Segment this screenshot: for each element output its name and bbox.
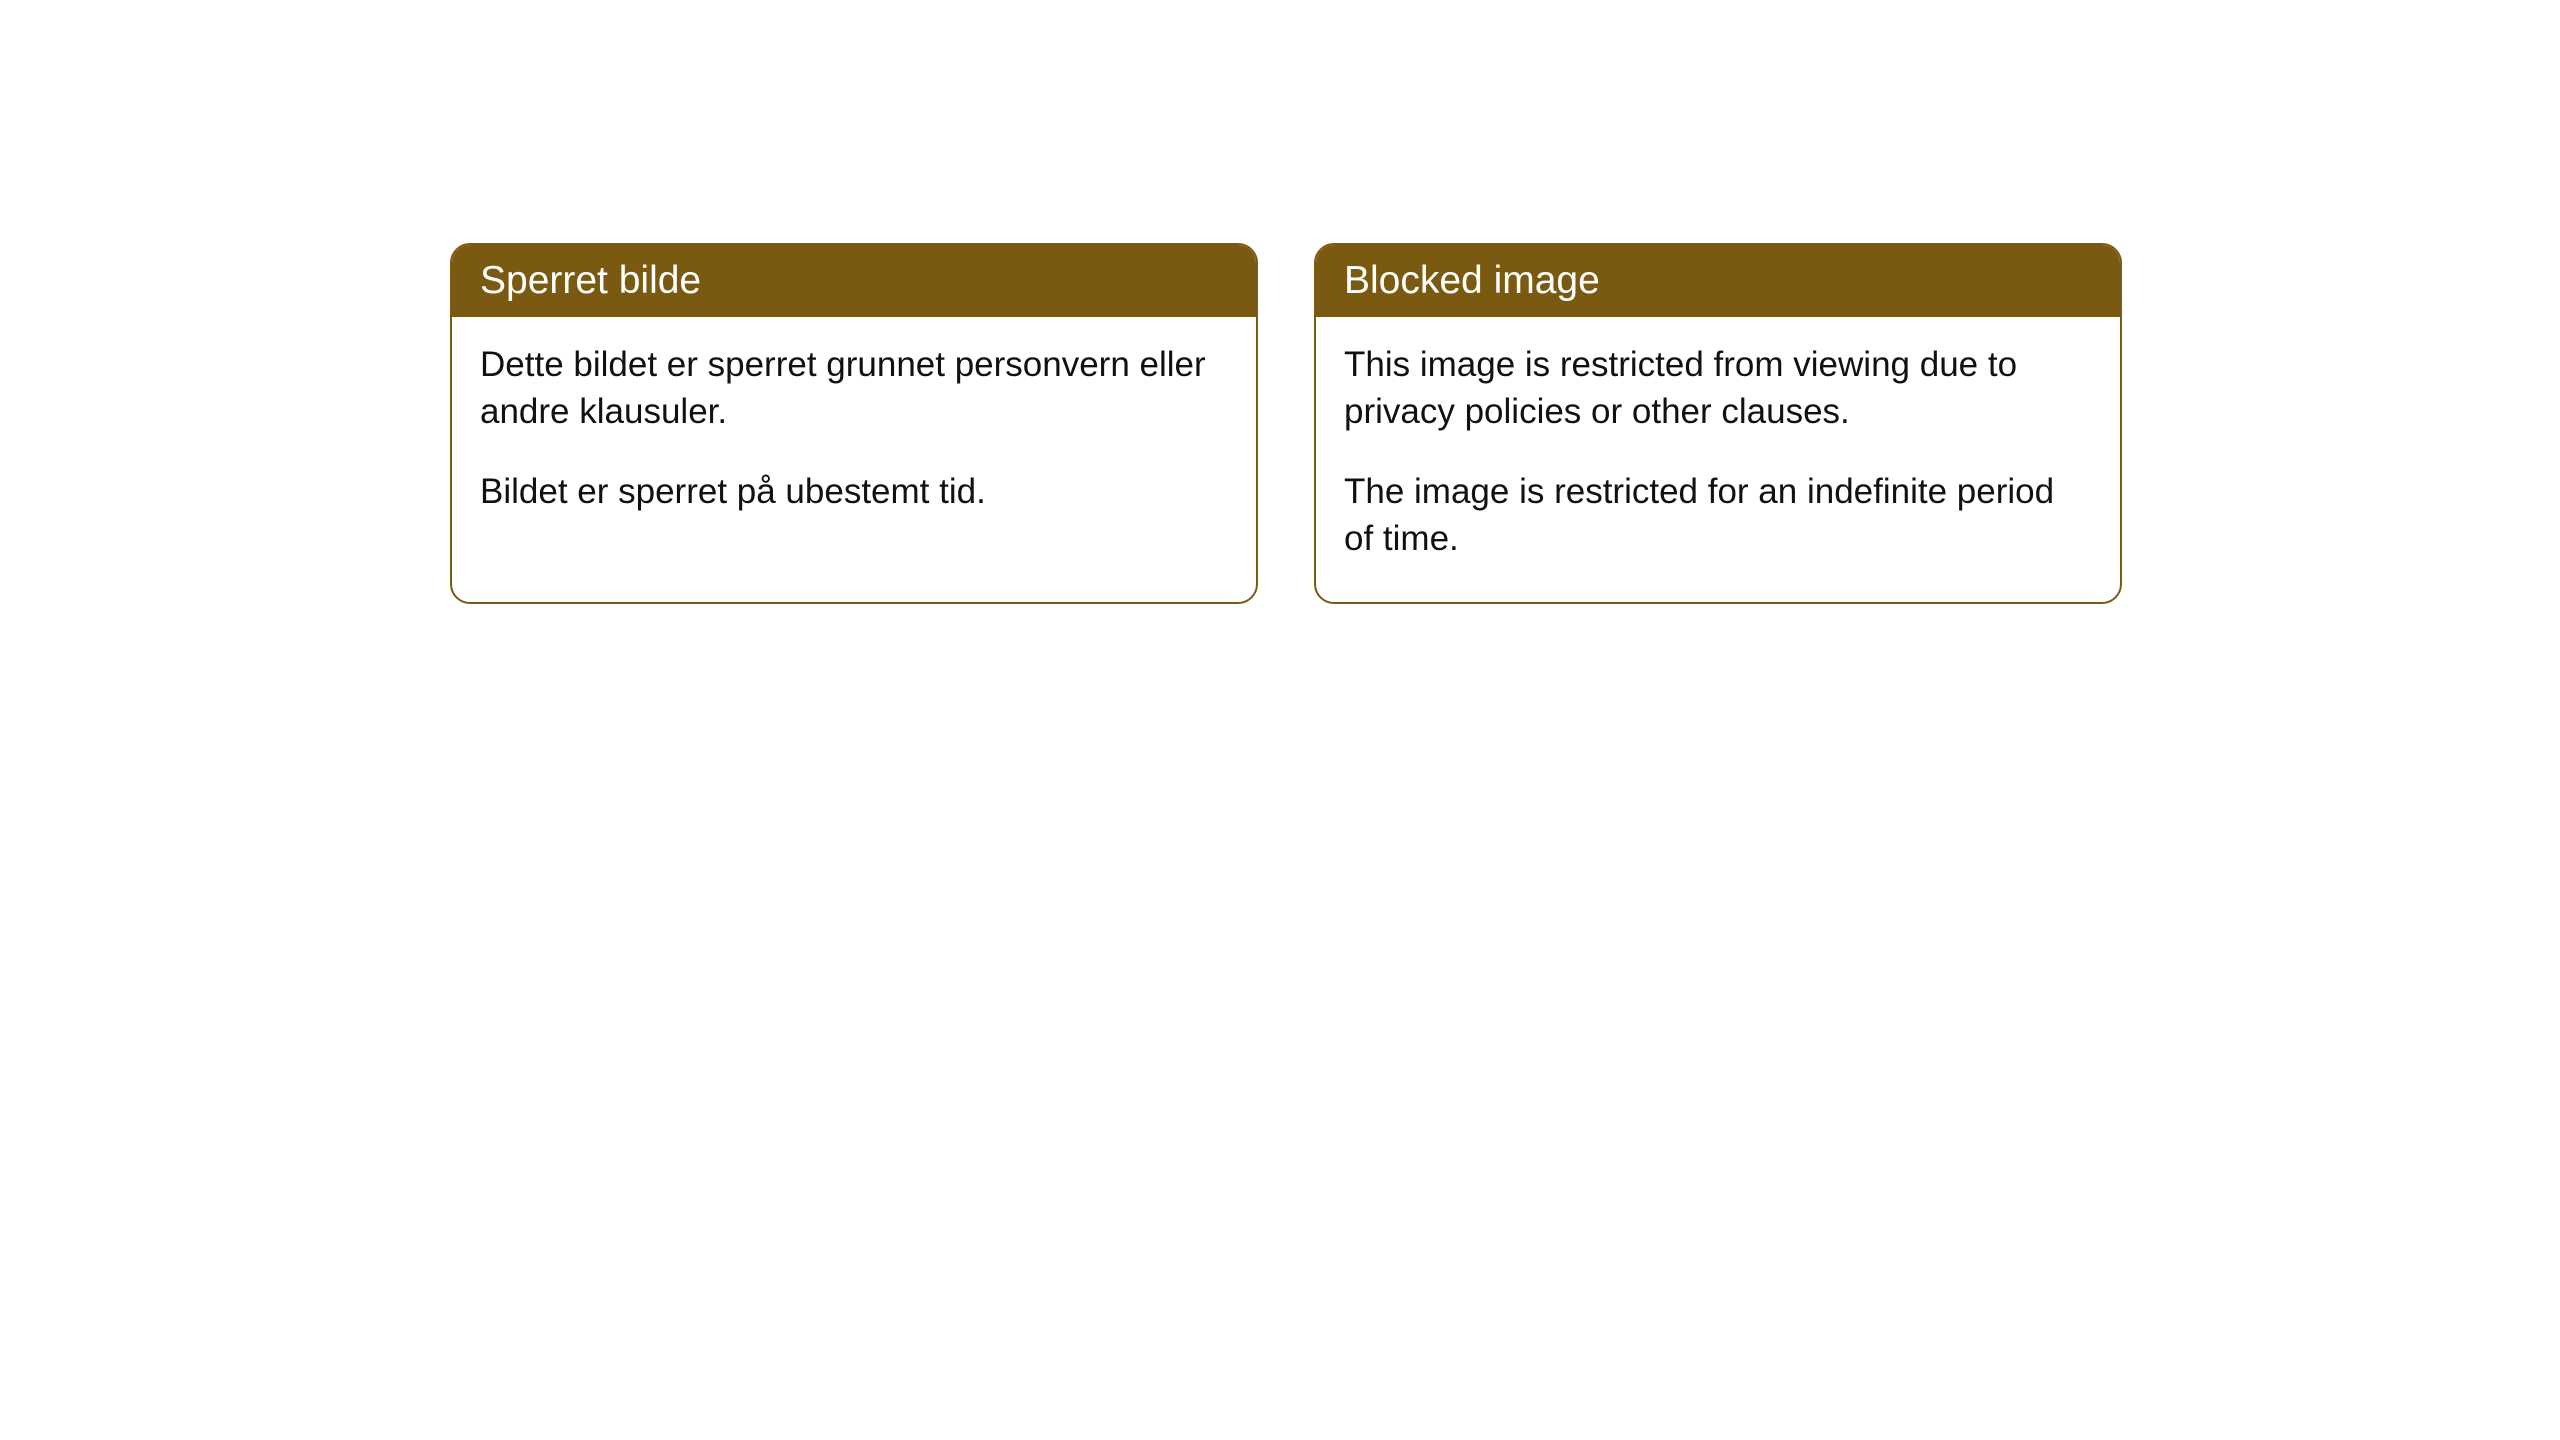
notice-cards-container: Sperret bilde Dette bildet er sperret gr… xyxy=(450,243,2560,604)
card-title: Blocked image xyxy=(1344,259,1600,302)
card-paragraph: The image is restricted for an indefinit… xyxy=(1344,468,2092,563)
card-header-norwegian: Sperret bilde xyxy=(452,245,1256,317)
card-paragraph: Dette bildet er sperret grunnet personve… xyxy=(480,341,1228,436)
card-header-english: Blocked image xyxy=(1316,245,2120,317)
card-body-norwegian: Dette bildet er sperret grunnet personve… xyxy=(452,317,1256,555)
card-body-english: This image is restricted from viewing du… xyxy=(1316,317,2120,602)
card-paragraph: Bildet er sperret på ubestemt tid. xyxy=(480,468,1228,515)
notice-card-norwegian: Sperret bilde Dette bildet er sperret gr… xyxy=(450,243,1258,604)
notice-card-english: Blocked image This image is restricted f… xyxy=(1314,243,2122,604)
card-paragraph: This image is restricted from viewing du… xyxy=(1344,341,2092,436)
card-title: Sperret bilde xyxy=(480,259,701,302)
